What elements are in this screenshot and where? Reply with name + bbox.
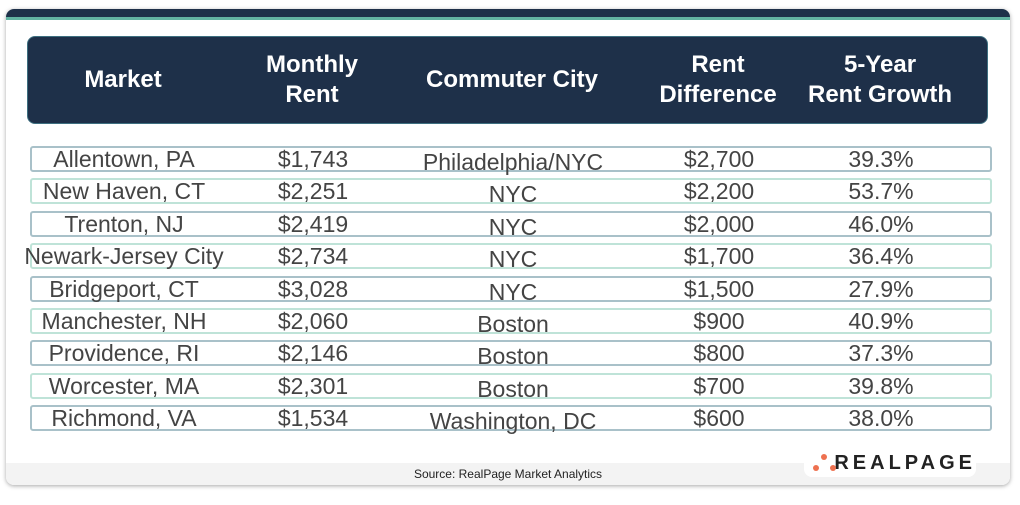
table-cell: Worcester, MA bbox=[48, 372, 200, 399]
table-cell: Boston bbox=[477, 311, 549, 337]
column-header: Market bbox=[84, 66, 162, 93]
table-cell: NYC bbox=[488, 181, 538, 208]
table-cell: Richmond, VA bbox=[51, 405, 197, 432]
table-cell: $2,146 bbox=[277, 340, 349, 367]
table-cell: $1,500 bbox=[683, 275, 755, 302]
table-row: Richmond, VA $1,534 Washington, DC $600 38.0… bbox=[30, 405, 992, 434]
footer-bar bbox=[6, 463, 1010, 485]
table-cell: Bridgeport, CT bbox=[49, 275, 199, 302]
table-row: Providence, RI $2,146 Boston $800 37.3% bbox=[30, 340, 992, 369]
table-cell: 38.0% bbox=[848, 405, 914, 432]
table-cell: $2,060 bbox=[277, 308, 349, 334]
source-note: Source: RealPage Market Analytics bbox=[413, 467, 603, 481]
table-cell: $1,743 bbox=[277, 146, 349, 172]
table-cell: $2,734 bbox=[277, 243, 349, 270]
table-cell: Trenton, NJ bbox=[64, 210, 184, 237]
accent-line bbox=[6, 17, 1010, 20]
column-header: 5-Year Rent Growth bbox=[808, 51, 952, 108]
table-cell: $3,028 bbox=[277, 275, 349, 302]
table-cell: Boston bbox=[477, 343, 549, 370]
table-cell: 37.3% bbox=[848, 340, 914, 367]
table-cell: NYC bbox=[488, 246, 538, 273]
table-cell: $2,700 bbox=[683, 146, 755, 172]
table-cell: Allentown, PA bbox=[53, 146, 195, 172]
table-row: Manchester, NH $2,060 Boston $900 40.9% bbox=[30, 308, 992, 337]
table-cell: $900 bbox=[693, 308, 745, 334]
table-cell: 40.9% bbox=[848, 308, 914, 334]
realpage-logo: REALPAGE bbox=[804, 449, 976, 477]
table-row: New Haven, CT $2,251 NYC $2,200 53.7% bbox=[30, 178, 992, 207]
table-cell: Newark-Jersey City bbox=[24, 243, 224, 270]
table-row: Newark-Jersey City $2,734 NYC $1,700 36.4% bbox=[24, 243, 992, 272]
table-row: Trenton, NJ $2,419 NYC $2,000 46.0% bbox=[30, 210, 992, 240]
logo-dots-icon bbox=[812, 453, 836, 473]
column-header: Rent Difference bbox=[659, 51, 777, 108]
table-cell: $800 bbox=[693, 340, 745, 367]
table-cell: New Haven, CT bbox=[42, 178, 206, 205]
table-card: Market Monthly Rent Commuter City Rent Diff… bbox=[6, 9, 1010, 485]
top-bar bbox=[6, 9, 1010, 17]
table-row: Bridgeport, CT $3,028 NYC $1,500 27.9% bbox=[30, 275, 992, 305]
table-cell: 46.0% bbox=[848, 210, 914, 237]
table-cell: Manchester, NH bbox=[41, 308, 207, 334]
table-cell: $2,419 bbox=[277, 210, 349, 237]
table-cell: $600 bbox=[693, 405, 745, 432]
table-cell: Philadelphia/NYC bbox=[422, 149, 604, 175]
table-cell: $2,301 bbox=[277, 372, 349, 399]
table-cell: 39.8% bbox=[848, 372, 914, 399]
table-cell: $2,000 bbox=[683, 210, 755, 237]
table-cell: $1,700 bbox=[683, 243, 755, 270]
table-cell: Washington, DC bbox=[429, 408, 597, 435]
table-cell: $700 bbox=[693, 372, 745, 399]
table-cell: 53.7% bbox=[848, 178, 914, 205]
table-cell: $1,534 bbox=[277, 405, 349, 432]
table-header: Market Monthly Rent Commuter City Rent Diff… bbox=[27, 36, 988, 124]
column-header: Monthly Rent bbox=[266, 51, 358, 108]
table-cell: 39.3% bbox=[848, 146, 914, 172]
table-cell: NYC bbox=[488, 213, 538, 240]
table-cell: 27.9% bbox=[848, 275, 914, 302]
table-cell: 36.4% bbox=[848, 243, 914, 270]
table-row: Worcester, MA $2,301 Boston $700 39.8% bbox=[30, 372, 992, 402]
table-cell: $2,251 bbox=[277, 178, 349, 205]
table-cell: $2,200 bbox=[683, 178, 755, 205]
table-cell: Boston bbox=[477, 375, 549, 402]
table-cell: NYC bbox=[488, 278, 538, 305]
column-header: Commuter City bbox=[425, 66, 599, 93]
table-cell: Providence, RI bbox=[48, 340, 200, 367]
table-row: Allentown, PA $1,743 Philadelphia/NYC $2,70… bbox=[30, 146, 992, 175]
